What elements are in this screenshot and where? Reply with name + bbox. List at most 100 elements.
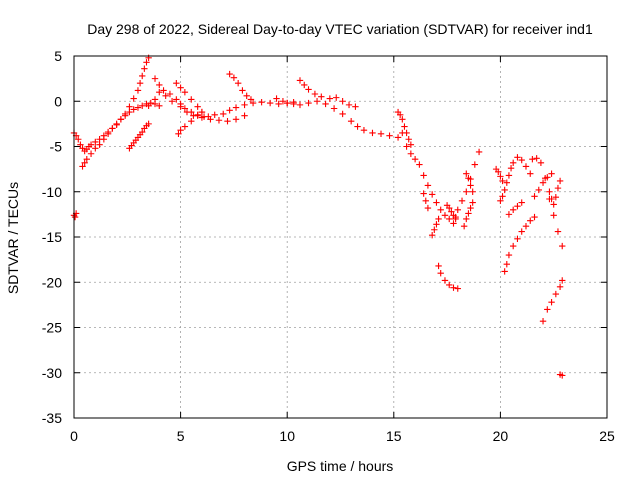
data-point <box>505 251 513 259</box>
data-point <box>301 81 308 89</box>
data-point <box>428 191 436 198</box>
data-point <box>469 188 476 195</box>
data-point <box>437 206 444 214</box>
data-point <box>454 285 461 292</box>
data-point <box>435 215 442 223</box>
data-point <box>507 165 515 172</box>
data-point <box>522 222 530 230</box>
data-point <box>463 170 470 177</box>
data-point <box>424 204 432 212</box>
data-point <box>130 106 137 113</box>
data-point <box>501 268 508 275</box>
data-point <box>230 74 238 81</box>
chart-title: Day 298 of 2022, Sidereal Day-to-day VTE… <box>87 21 593 37</box>
data-point <box>313 98 321 105</box>
data-point <box>503 179 510 186</box>
data-point <box>548 170 555 177</box>
data-point <box>360 127 368 134</box>
x-axis-title: GPS time / hours <box>287 458 394 474</box>
data-point <box>548 298 555 306</box>
data-point <box>322 100 329 108</box>
data-point <box>550 201 557 208</box>
y-tick-label: 0 <box>54 93 62 109</box>
data-point <box>450 220 457 227</box>
data-point <box>509 159 517 166</box>
data-point <box>145 102 152 109</box>
data-point <box>113 120 120 128</box>
data-point <box>546 188 553 195</box>
data-point <box>145 120 152 128</box>
data-point <box>181 105 189 112</box>
data-point <box>559 242 566 250</box>
data-point <box>394 134 402 141</box>
data-point <box>275 100 282 108</box>
data-point <box>232 116 240 123</box>
data-point <box>134 87 142 94</box>
data-point <box>441 212 449 219</box>
plot-frame <box>73 55 608 419</box>
data-point <box>92 138 99 146</box>
data-point <box>121 112 129 119</box>
data-point <box>518 156 525 164</box>
data-point <box>139 102 146 109</box>
data-point <box>96 141 103 148</box>
data-point <box>333 94 340 101</box>
data-point <box>226 107 233 114</box>
data-point <box>249 99 257 107</box>
data-point <box>559 372 566 379</box>
data-point <box>177 100 184 108</box>
data-point <box>117 116 125 123</box>
data-point <box>518 199 525 206</box>
data-point <box>139 128 146 136</box>
data-point <box>151 75 159 82</box>
data-point <box>226 70 233 78</box>
data-point <box>452 213 459 221</box>
data-point <box>79 163 86 170</box>
x-tick-label: 25 <box>599 428 615 444</box>
data-point <box>141 65 148 72</box>
y-tick-label: -35 <box>42 410 62 426</box>
data-point <box>460 222 468 230</box>
data-point <box>290 100 297 108</box>
data-point <box>469 199 476 206</box>
data-point <box>104 130 112 138</box>
data-point <box>552 193 560 201</box>
data-point <box>130 95 137 102</box>
data-point <box>134 104 142 111</box>
data-point <box>448 208 455 215</box>
x-tick-label: 20 <box>493 428 509 444</box>
data-point <box>239 87 246 94</box>
y-tick-label: -30 <box>42 365 62 381</box>
data-point <box>422 197 429 204</box>
data-point <box>465 210 472 217</box>
data-point <box>475 148 483 156</box>
y-tick-label: -20 <box>42 274 62 290</box>
data-point <box>354 123 361 130</box>
data-point <box>499 177 506 185</box>
data-point <box>463 188 470 195</box>
data-point <box>198 108 206 116</box>
data-point <box>318 93 325 100</box>
data-point <box>433 199 440 206</box>
data-point <box>499 193 506 200</box>
data-point <box>247 96 255 103</box>
data-point <box>352 103 359 110</box>
data-point <box>220 110 227 118</box>
y-tick-label: -5 <box>50 139 63 155</box>
data-point <box>168 98 176 105</box>
data-point <box>347 117 355 125</box>
tick-labels: 0 5 10 15 20 25 5 0 -5 -10 -15 -20 -25 -30 -35 <box>42 48 615 444</box>
x-tick-label: 0 <box>70 428 78 444</box>
data-point <box>100 136 108 143</box>
data-point <box>162 92 169 100</box>
data-point <box>305 99 312 107</box>
data-point <box>527 170 534 177</box>
data-point <box>188 96 195 103</box>
data-point <box>241 101 248 109</box>
data-point <box>446 281 453 289</box>
data-point <box>326 95 334 102</box>
data-point <box>405 136 412 143</box>
data-point <box>509 206 517 214</box>
data-point <box>458 197 466 204</box>
